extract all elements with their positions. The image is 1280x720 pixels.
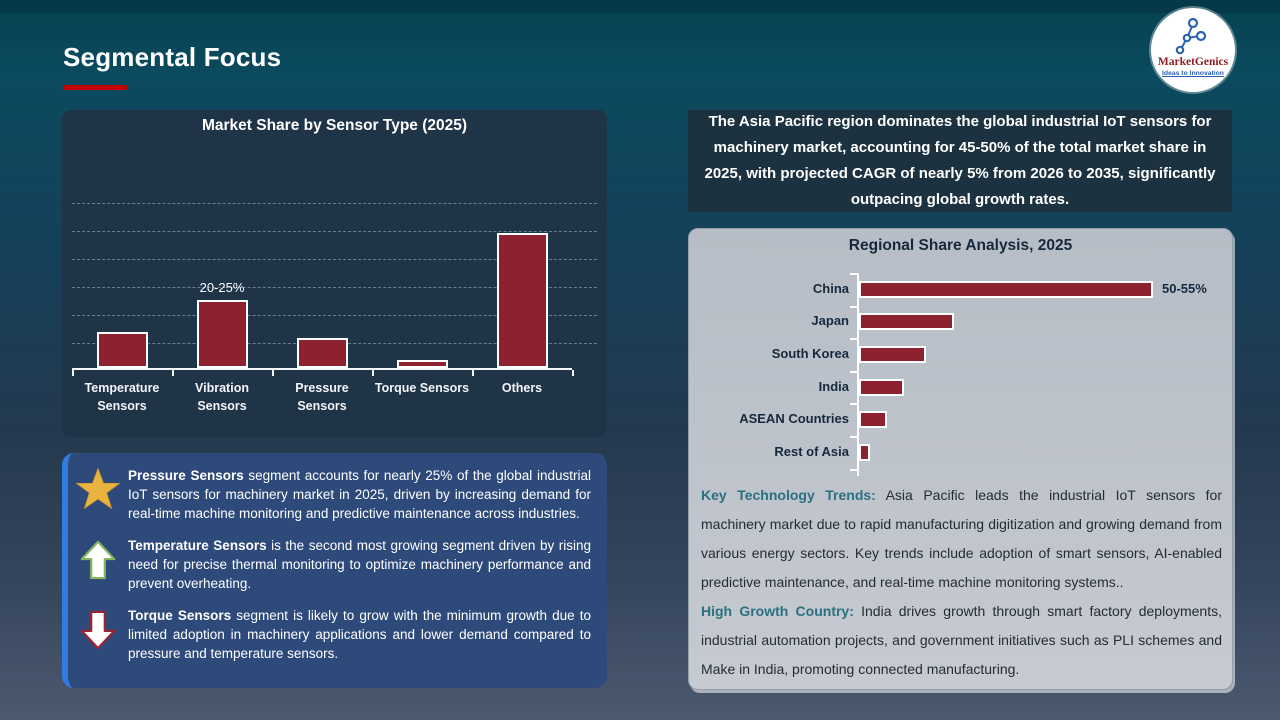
bar-rest-of-asia [859,443,870,461]
asia-pacific-highlight-box: The Asia Pacific region dominates the gl… [688,110,1232,212]
axis-tick [850,370,857,373]
bar-south-korea [859,346,926,363]
axis-tick [72,370,74,376]
highlight-text: The Asia Pacific region dominates the gl… [704,113,1216,208]
insight-temperature-sensors: Temperature Sensors is the second most g… [76,536,591,593]
insight-torque-sensors: Torque Sensors segment is likely to grow… [76,606,591,663]
category-label-south-korea: South Korea [771,346,849,361]
axis-tick [850,468,857,471]
axis-tick [850,338,857,341]
high-growth-country-note: High Growth Country: India drives growth… [701,603,1223,677]
bar-asean-countries [859,411,887,429]
y-axis-line [857,273,859,476]
data-label-china: 50-55% [1162,280,1207,296]
insights-box: Pressure Sensors segment accounts for ne… [62,453,607,688]
axis-tick [850,403,857,406]
axis-tick [172,370,174,376]
regional-share-panel: Regional Share Analysis, 2025 China 50-55… [688,228,1233,690]
bar-india [859,378,904,396]
key-technology-trends-note: Key Technology Trends: Asia Pacific lead… [701,487,1223,590]
top-strip-decoration [0,0,1280,13]
axis-tick [272,370,274,376]
category-label-temperature-sensors: Temperature Sensors [84,381,160,414]
page-title: Segmental Focus [63,42,282,72]
bar-pressure-sensors [296,338,348,368]
logo-name: MarketGenics [1157,56,1229,68]
regional-chart-title: Regional Share Analysis, 2025 [848,237,1073,254]
molecule-icon [1175,17,1207,55]
arrow-down-icon [76,606,120,652]
gridline [72,259,597,260]
insight-text: Temperature Sensors is the second most g… [128,538,591,591]
logo-tagline: Ideas to Innovation [1162,70,1224,77]
category-label-rest-of-asia: Rest of Asia [774,443,849,459]
axis-tick [850,305,857,308]
x-axis-line [72,368,572,370]
sensor-chart-title: Market Share by Sensor Type (2025) [201,117,468,134]
bar-torque-sensors [396,360,448,368]
star-icon [76,466,120,510]
axis-tick [472,370,474,376]
regional-notes: Key Technology Trends: Asia Pacific lead… [701,481,1222,684]
sensor-type-chart-panel: Market Share by Sensor Type (2025) Tempe… [62,110,607,437]
category-label-vibration-sensors: Vibration Sensors [195,381,249,414]
category-label-torque-sensors: Torque Sensors [374,381,470,395]
gridline [72,287,597,288]
bar-temperature-sensors [96,332,148,368]
insight-pressure-sensors: Pressure Sensors segment accounts for ne… [76,466,591,523]
regional-share-bar-chart: China 50-55% Japan South Korea India ASEAN Co… [689,229,1232,689]
insight-text: Pressure Sensors segment accounts for ne… [128,468,591,521]
bar-others [496,233,548,368]
axis-tick [372,370,374,376]
axis-tick [850,273,857,275]
gridline [72,315,597,316]
bar-japan [859,313,954,331]
category-label-asean-countries: ASEAN Countries [739,411,849,427]
arrow-up-icon [76,536,120,582]
category-label-pressure-sensors: Pressure Sensors [295,381,349,414]
data-label-vibration-sensors: 20-25% [199,280,245,295]
gridline [72,203,597,204]
title-underline-accent [63,85,127,90]
sensor-type-bar-chart: Temperature Sensors 20-25% Vibration Senso… [62,110,607,437]
insight-text: Torque Sensors segment is likely to grow… [128,608,592,661]
bar-china [859,280,1153,298]
category-label-japan: Japan [811,313,849,329]
axis-tick [572,370,574,376]
bar-vibration-sensors [196,300,248,368]
category-label-others: Others [501,381,543,395]
gridline [72,231,597,232]
marketgenics-logo: MarketGenics Ideas to Innovation [1151,8,1235,92]
category-label-china: China [812,280,849,296]
category-label-india: India [818,378,849,394]
axis-tick [850,436,857,438]
